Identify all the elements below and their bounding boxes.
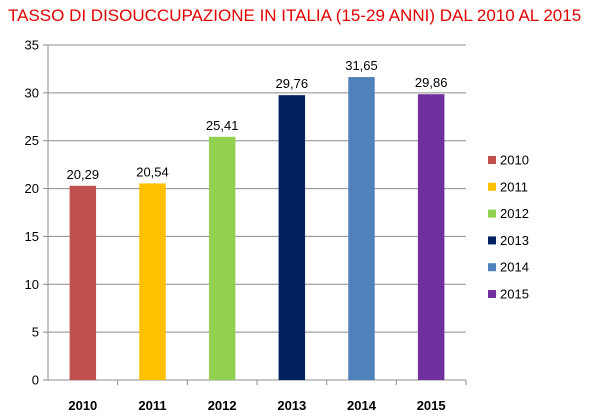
data-label: 20,29 [67, 167, 100, 182]
legend-label: 2014 [500, 260, 529, 275]
legend-label: 2015 [500, 287, 529, 302]
y-tick-label: 20 [25, 181, 39, 196]
legend-swatch [488, 263, 496, 272]
legend-swatch [488, 182, 496, 191]
legend-swatch [488, 156, 496, 164]
chart-title: TASSO DI DISOUCCUPAZIONE IN ITALIA (15-2… [8, 6, 582, 25]
x-tick-label: 2012 [208, 398, 237, 413]
bar [69, 185, 97, 380]
legend-label: 2012 [500, 206, 529, 221]
data-label: 29,86 [415, 75, 448, 90]
bar [348, 77, 375, 381]
x-tick-label: 2015 [417, 398, 446, 413]
legend-label: 2013 [500, 233, 529, 248]
x-tick-label: 2010 [68, 398, 97, 413]
legend-swatch [488, 290, 496, 298]
bar [139, 183, 166, 380]
bar [208, 136, 236, 380]
x-tick-label: 2013 [277, 398, 306, 413]
y-tick-label: 35 [25, 38, 39, 53]
y-tick-label: 10 [25, 277, 39, 292]
bar [417, 94, 445, 380]
y-tick-label: 15 [25, 229, 39, 244]
data-label: 25,41 [206, 118, 239, 133]
legend-swatch [488, 236, 496, 245]
y-tick-label: 5 [32, 325, 39, 340]
data-label: 31,65 [345, 58, 378, 73]
data-label: 20,54 [136, 164, 169, 179]
legend-swatch [488, 209, 496, 218]
data-label: 29,76 [276, 76, 309, 91]
legend-label: 2010 [500, 153, 529, 168]
legend-label: 2011 [500, 179, 528, 194]
bar [278, 95, 306, 380]
y-tick-label: 0 [32, 373, 39, 388]
y-tick-label: 30 [25, 85, 39, 100]
x-tick-label: 2011 [138, 398, 166, 413]
y-tick-label: 25 [25, 133, 39, 148]
x-tick-label: 2014 [347, 398, 377, 413]
